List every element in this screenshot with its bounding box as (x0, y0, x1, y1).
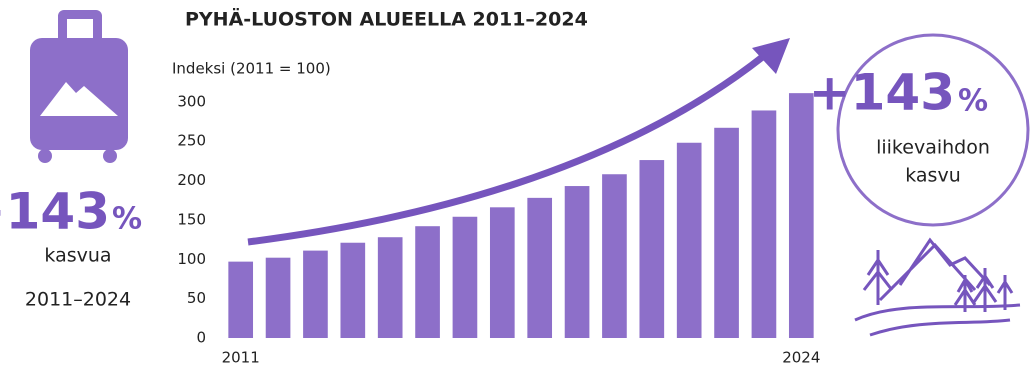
left-caption: kasvua (44, 245, 111, 267)
bar (676, 142, 702, 338)
bar (527, 197, 553, 338)
bar (751, 110, 777, 338)
y-tick-label: 100 (177, 250, 206, 268)
left-unit: % (112, 202, 142, 237)
right-caption: kasvu (905, 165, 961, 187)
bar (228, 261, 254, 338)
bar (452, 216, 478, 338)
x-tick-label: 2011 (222, 349, 260, 367)
y-tick-label: 0 (196, 329, 206, 347)
bar (415, 226, 440, 338)
y-tick-label: 150 (177, 210, 206, 228)
x-tick-label: 2024 (782, 349, 820, 367)
bar (788, 93, 814, 339)
bar (639, 160, 665, 338)
bar (377, 237, 403, 338)
trend-arrow (247, 38, 790, 246)
bar (489, 207, 515, 338)
bar (602, 174, 627, 338)
bar (714, 127, 739, 339)
chart-title: PYHÄ-LUOSTON ALUEELLA 2011–2024 (185, 7, 588, 31)
y-tick-label: 200 (177, 171, 206, 189)
right-value: +143 (809, 64, 955, 122)
badge-circle (836, 33, 1030, 227)
bar (564, 186, 590, 338)
right-caption: liikevaihdon (876, 137, 990, 159)
left-value: +143 (0, 183, 110, 241)
bar (303, 250, 328, 338)
y-tick-label: 50 (187, 289, 206, 307)
left-period: 2011–2024 (25, 289, 131, 311)
y-tick-label: 300 (177, 92, 206, 110)
right-unit: % (958, 84, 988, 119)
y-axis-label: Indeksi (2011 = 100) (172, 60, 331, 78)
bar (340, 242, 366, 338)
mountain-icon (854, 237, 1021, 337)
bar (265, 257, 291, 338)
y-tick-label: 250 (177, 132, 206, 150)
suitcase-icon (30, 10, 128, 163)
